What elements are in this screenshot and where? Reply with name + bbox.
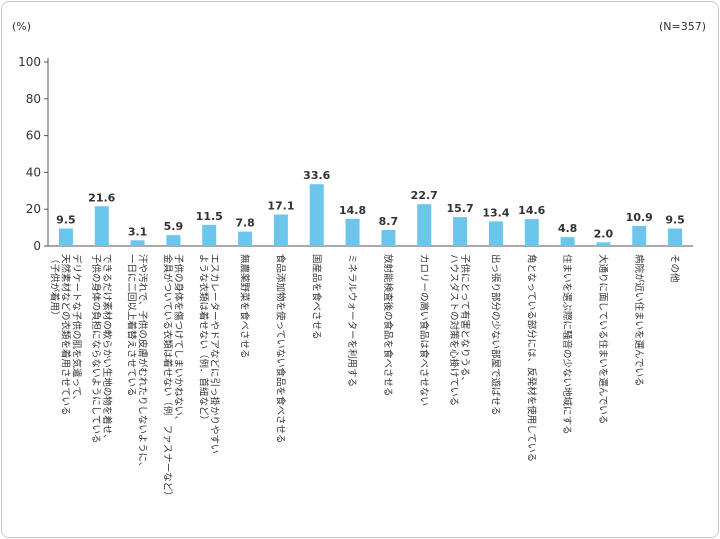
category-label-line: ハウスダストの対策を心掛けている	[448, 254, 460, 406]
unit-label: (%)	[12, 20, 31, 33]
category-label: 病院が近い住まいを選んでいる	[633, 254, 645, 387]
y-tick-label: 100	[18, 55, 41, 69]
value-label: 14.6	[518, 204, 545, 217]
category-label-line: 無農薬野菜を食べさせる	[239, 254, 251, 359]
category-label: できるだけ素材の軟らかい生地の物を着せ、子供の身体の負担にならないようにしている	[90, 254, 113, 444]
category-label-line: 角となっている部分には、反発材を使用している	[525, 254, 537, 462]
category-label-line: 食品添加物を使っていない食品を食べさせる	[274, 254, 286, 444]
bar	[94, 206, 109, 246]
category-label-line: ミネラルウォーターを利用する	[346, 254, 358, 387]
category-label-line: 子供にとって有害となりうる、	[459, 254, 471, 386]
value-label: 9.5	[56, 214, 76, 227]
bar	[238, 231, 253, 246]
category-label-line: 国産品を食べさせる	[310, 254, 322, 340]
y-tick-label: 0	[33, 239, 41, 253]
bar	[488, 221, 503, 246]
bar	[381, 229, 396, 246]
category-label-line: カロリーの高い食品は食べさせない	[418, 254, 430, 406]
category-label: 食品添加物を使っていない食品を食べさせる	[274, 254, 286, 444]
value-label: 22.7	[411, 189, 438, 202]
y-tick-label: 20	[26, 202, 41, 216]
bar	[345, 218, 360, 246]
bars	[58, 184, 683, 246]
category-labels: デリケートな子供の肌を気遣って、天然素材などの衣類を着用させている（子供が着用）…	[48, 254, 680, 501]
y-tick-label: 40	[26, 165, 41, 179]
category-label: 大通りに面している住まいを選んでいる	[597, 254, 609, 424]
bar	[668, 228, 683, 246]
category-label-line: 子供の身体の負担にならないようにしている	[90, 254, 102, 444]
bar	[632, 225, 647, 246]
category-label: 出っ張り部分の少ない部屋で遊ばせる	[489, 254, 501, 416]
category-label-line: 放射能検査後の食品を食べさせる	[382, 254, 394, 397]
value-label: 15.7	[447, 202, 474, 215]
category-label: 子供の身体を傷つけてしまいかねない、金具がついている衣類は着せない（例 ファスナ…	[161, 254, 184, 501]
value-label: 4.8	[558, 222, 578, 235]
value-label: 11.5	[196, 210, 223, 223]
category-label: カロリーの高い食品は食べさせない	[418, 254, 430, 406]
value-label: 13.4	[482, 206, 509, 219]
category-label: 無農薬野菜を食べさせる	[239, 254, 251, 359]
category-label: 住まいを選ぶ際に騒音の少ない地域にする	[561, 254, 573, 435]
category-label: デリケートな子供の肌を気遣って、天然素材などの衣類を着用させている（子供が着用）	[48, 254, 82, 416]
category-label-line: デリケートな子供の肌を気遣って、	[70, 254, 82, 405]
category-label-line: 出っ張り部分の少ない部屋で遊ばせる	[489, 254, 501, 416]
bar	[417, 204, 432, 246]
bar	[596, 242, 611, 246]
category-label-line: 汗や汚れで、子供の皮膚がむれたりしないように、	[137, 254, 149, 471]
value-label: 10.9	[626, 211, 653, 224]
category-label-line: できるだけ素材の軟らかい生地の物を着せ、	[101, 254, 113, 444]
bar	[453, 217, 468, 246]
category-label-line: 一日に二回以上着替えさせている	[126, 254, 138, 397]
category-label-line: ような衣類は着せない（例．首紐など）	[197, 254, 209, 425]
category-label-line: 天然素材などの衣類を着用させている	[59, 254, 71, 416]
value-label: 33.6	[303, 169, 330, 182]
value-label: 2.0	[594, 227, 614, 240]
bar	[560, 237, 575, 246]
category-label: ミネラルウォーターを利用する	[346, 254, 358, 387]
sample-size-label: (N=357)	[659, 20, 706, 33]
bar	[130, 240, 145, 246]
category-label: 国産品を食べさせる	[310, 254, 322, 340]
category-label: 汗や汚れで、子供の皮膚がむれたりしないように、一日に二回以上着替えさせている	[126, 254, 149, 471]
category-label-line: エスカレーターやドアなどに引っ掛かりやすい	[208, 254, 220, 454]
value-label: 21.6	[88, 191, 115, 204]
category-label: その他	[669, 254, 681, 283]
bar	[58, 228, 73, 246]
value-label: 3.1	[128, 225, 148, 238]
category-label-line: 病院が近い住まいを選んでいる	[633, 254, 645, 387]
category-label-line: 大通りに面している住まいを選んでいる	[597, 254, 609, 424]
category-label-line: 子供の身体を傷つけてしまいかねない、	[172, 254, 184, 425]
y-axis: 0 20 40 60 80 100	[18, 55, 693, 253]
value-labels: 9.5 21.6 3.1 5.9 11.5 7.8 17.1 33.6 14.8 8.7 22.7 1…	[56, 169, 685, 240]
bar	[273, 214, 288, 246]
bar	[309, 184, 324, 246]
value-label: 9.5	[665, 214, 685, 227]
value-label: 5.9	[164, 220, 184, 233]
category-label: 子供にとって有害となりうる、ハウスダストの対策を心掛けている	[448, 254, 471, 406]
category-label: 放射能検査後の食品を食べさせる	[382, 254, 394, 397]
y-tick-label: 80	[26, 92, 41, 106]
value-label: 17.1	[267, 200, 294, 213]
bar	[524, 219, 539, 246]
category-label-line: 金具がついている衣類は着せない（例 ファスナーなど）	[161, 254, 173, 501]
bar	[166, 235, 181, 246]
bar	[202, 224, 217, 246]
category-label: 角となっている部分には、反発材を使用している	[525, 254, 537, 462]
y-tick-label: 60	[26, 129, 41, 143]
category-label-line: 住まいを選ぶ際に騒音の少ない地域にする	[561, 254, 573, 435]
category-label-line: その他	[669, 254, 681, 283]
value-label: 7.8	[235, 217, 255, 230]
category-label-line: （子供が着用）	[48, 254, 60, 321]
value-label: 8.7	[379, 215, 399, 228]
value-label: 14.8	[339, 204, 366, 217]
